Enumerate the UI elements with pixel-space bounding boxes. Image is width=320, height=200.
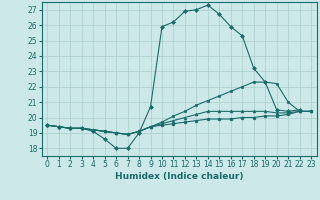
X-axis label: Humidex (Indice chaleur): Humidex (Indice chaleur): [115, 172, 244, 181]
